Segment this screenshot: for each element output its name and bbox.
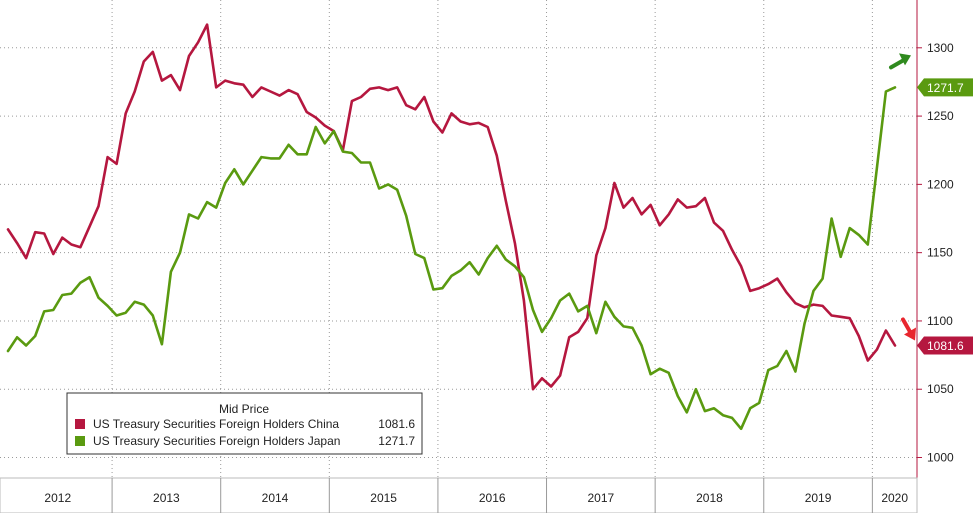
legend-swatch-japan (75, 436, 85, 446)
legend-label-japan: US Treasury Securities Foreign Holders J… (93, 434, 340, 448)
year-label-2013: 2013 (153, 491, 180, 505)
legend-swatch-china (75, 419, 85, 429)
year-label-2014: 2014 (262, 491, 289, 505)
x-axis: 2012 2013 2014 2015 2016 2017 2018 2019 2020 (0, 477, 918, 513)
plot-area (6, 23, 897, 431)
year-label-2015: 2015 (370, 491, 397, 505)
year-label-2016: 2016 (479, 491, 506, 505)
legend-value-china: 1081.6 (378, 417, 415, 431)
legend-title: Mid Price (219, 402, 269, 416)
last-value-label-china: 1081.6 (927, 339, 964, 353)
y-tick-label: 1150 (927, 246, 953, 260)
y-tick-label: 1050 (927, 382, 954, 396)
year-band (0, 477, 918, 513)
y-tick-label: 1200 (927, 177, 954, 191)
y-tick-label: 1300 (927, 41, 954, 55)
y-tick-label: 1250 (927, 109, 954, 123)
legend-value-japan: 1271.7 (378, 434, 415, 448)
arrow-up-icon (889, 53, 911, 70)
legend-box (66, 392, 423, 455)
y-tick-label: 1100 (927, 314, 953, 328)
series-line-japan (6, 86, 897, 431)
last-value-tag-japan (917, 78, 973, 97)
y-axis: 1000 1050 1100 1150 1200 1250 1300 (916, 0, 954, 513)
year-label-2019: 2019 (805, 491, 832, 505)
last-value-tags: 1081.6 1271.7 (889, 53, 973, 355)
year-label-2017: 2017 (587, 491, 614, 505)
legend-label-china: US Treasury Securities Foreign Holders C… (93, 417, 339, 431)
year-label-2020: 2020 (881, 491, 908, 505)
year-label-2012: 2012 (44, 491, 71, 505)
last-value-tag-china (917, 336, 973, 355)
year-label-2018: 2018 (696, 491, 723, 505)
series-line-china (6, 23, 897, 391)
last-value-label-japan: 1271.7 (927, 81, 964, 95)
y-tick-label: 1000 (927, 451, 954, 465)
arrow-down-icon (901, 317, 916, 341)
legend: Mid Price US Treasury Securities Foreign… (66, 392, 423, 455)
